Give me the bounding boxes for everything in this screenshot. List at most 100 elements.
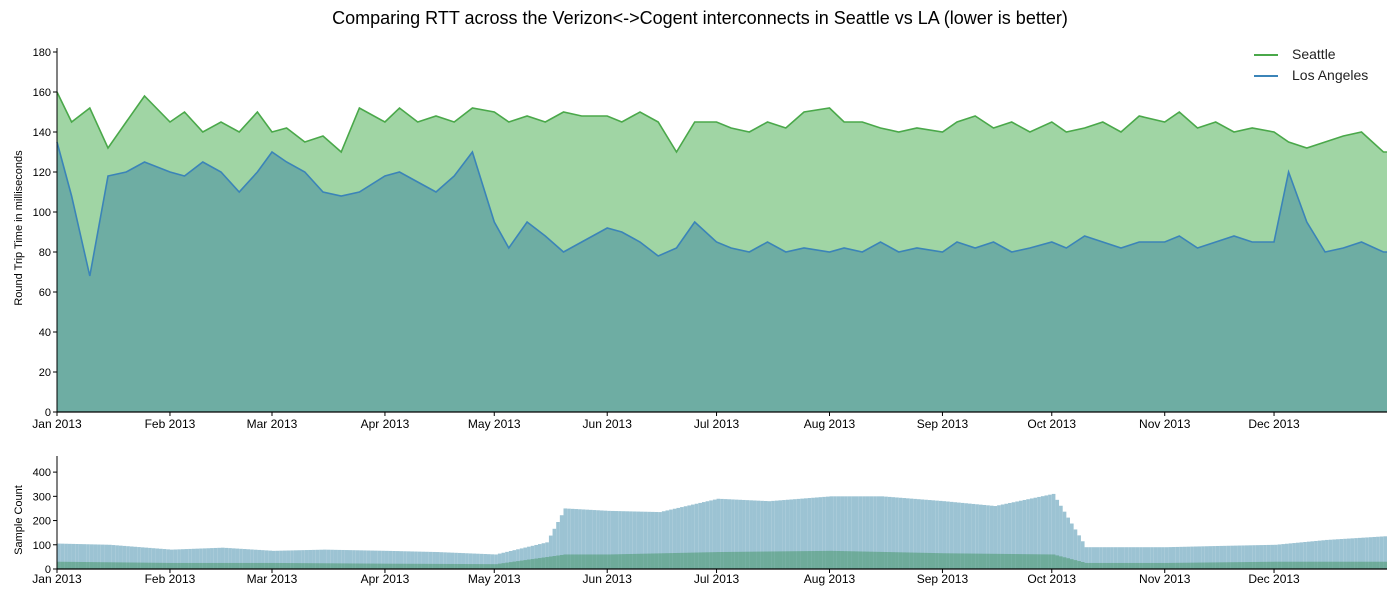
sample-bar-1 — [803, 551, 808, 569]
sample-bar-1 — [126, 562, 130, 569]
sample-bar-1 — [916, 552, 921, 569]
sample-bar-1 — [1346, 561, 1351, 569]
sample-bar-1 — [1055, 555, 1060, 569]
sample-bar-1 — [472, 564, 477, 569]
sample-bar-1 — [516, 561, 520, 569]
sample-bar-1 — [1164, 562, 1169, 569]
sample-bar-1 — [301, 563, 305, 569]
sample-bar-0 — [1179, 546, 1183, 569]
sample-bar-0 — [858, 496, 863, 569]
sample-bar-0 — [1175, 546, 1180, 569]
sample-bar-0 — [760, 500, 764, 569]
sample-bar-0 — [603, 510, 608, 569]
sample-bar-0 — [82, 544, 87, 569]
sample-bar-1 — [1161, 562, 1165, 569]
sample-bar-0 — [71, 543, 76, 569]
sample-bar-0 — [224, 547, 229, 569]
sample-bar-0 — [264, 550, 269, 569]
sample-bar-1 — [308, 563, 313, 569]
legend: Seattle Los Angeles — [1254, 44, 1368, 86]
chart-title: Comparing RTT across the Verizon<->Cogen… — [332, 8, 1068, 28]
sample-bar-0 — [1066, 517, 1070, 569]
sample-bar-0 — [268, 550, 272, 569]
sample-bar-1 — [734, 551, 739, 569]
sample-bar-0 — [909, 498, 914, 569]
top-y-tick-label: 60 — [39, 287, 51, 299]
sample-bar-1 — [858, 551, 863, 569]
sample-bar-1 — [680, 552, 684, 569]
sample-bar-1 — [749, 551, 753, 569]
sample-bar-1 — [1219, 562, 1224, 569]
sample-bar-0 — [454, 552, 458, 569]
sample-bar-1 — [1073, 560, 1078, 569]
sample-bar-1 — [1077, 561, 1081, 569]
sample-bar-0 — [217, 547, 221, 569]
sample-bar-0 — [793, 499, 797, 569]
sample-bar-1 — [1117, 562, 1121, 569]
sample-bar-0 — [716, 498, 721, 569]
sample-bar-1 — [1306, 561, 1311, 569]
sample-bar-1 — [1121, 562, 1125, 569]
sample-bar-1 — [789, 551, 794, 569]
sample-bar-1 — [188, 562, 192, 569]
sample-bar-1 — [1361, 561, 1366, 569]
sample-bar-0 — [1215, 545, 1220, 569]
sample-bar-1 — [906, 552, 910, 569]
sample-bar-1 — [585, 554, 589, 569]
sample-bar-1 — [643, 553, 648, 569]
sample-bar-0 — [439, 552, 444, 569]
sample-bar-1 — [348, 563, 353, 569]
sample-bar-0 — [1295, 542, 1300, 569]
sample-bar-1 — [909, 552, 914, 569]
bottom-x-tick-label: Jul 2013 — [694, 572, 740, 586]
sample-bar-1 — [454, 563, 458, 569]
sample-bar-1 — [1317, 561, 1322, 569]
sample-bar-1 — [752, 551, 757, 569]
legend-item-seattle: Seattle — [1254, 44, 1368, 65]
sample-bar-0 — [508, 551, 513, 569]
sample-bar-1 — [661, 553, 666, 569]
sample-bar-1 — [698, 552, 702, 569]
sample-bar-1 — [1204, 562, 1209, 569]
sample-bar-1 — [166, 562, 170, 569]
sample-bar-0 — [406, 551, 411, 569]
sample-bar-1 — [213, 562, 218, 569]
bottom-x-tick-label: Aug 2013 — [804, 572, 856, 586]
sample-bar-1 — [1314, 561, 1318, 569]
sample-bar-0 — [414, 551, 418, 569]
sample-bar-0 — [1077, 535, 1081, 569]
sample-bar-0 — [1274, 544, 1278, 569]
sample-bar-1 — [1106, 562, 1111, 569]
sample-bar-1 — [865, 551, 870, 569]
sample-bar-0 — [592, 510, 597, 569]
sample-bar-0 — [370, 550, 375, 569]
sample-bar-0 — [552, 528, 557, 569]
sample-bar-1 — [964, 553, 968, 569]
sample-bar-1 — [836, 550, 841, 569]
sample-bar-0 — [239, 548, 243, 569]
sample-bar-0 — [712, 499, 717, 569]
sample-bar-0 — [661, 511, 666, 569]
sample-bar-1 — [432, 563, 436, 569]
sample-bar-0 — [767, 501, 772, 569]
sample-bar-0 — [333, 549, 338, 569]
sample-bar-1 — [326, 563, 331, 569]
sample-bar-1 — [1153, 562, 1158, 569]
sample-bar-0 — [1062, 511, 1067, 569]
sample-bar-0 — [920, 499, 925, 569]
sample-bar-0 — [647, 511, 651, 569]
sample-bar-0 — [1368, 537, 1373, 569]
sample-bar-0 — [902, 498, 907, 569]
sample-bar-1 — [1146, 562, 1151, 569]
sample-bar-0 — [1037, 496, 1041, 569]
sample-bar-0 — [235, 548, 240, 569]
top-y-tick-label: 160 — [33, 87, 51, 99]
sample-bar-1 — [1354, 561, 1358, 569]
sample-bar-0 — [1332, 539, 1336, 569]
sample-bar-0 — [625, 511, 630, 569]
sample-bar-1 — [505, 562, 509, 569]
sample-bar-1 — [574, 554, 579, 569]
sample-bar-1 — [439, 563, 444, 569]
sample-bar-0 — [570, 508, 575, 569]
sample-bar-1 — [486, 564, 491, 569]
